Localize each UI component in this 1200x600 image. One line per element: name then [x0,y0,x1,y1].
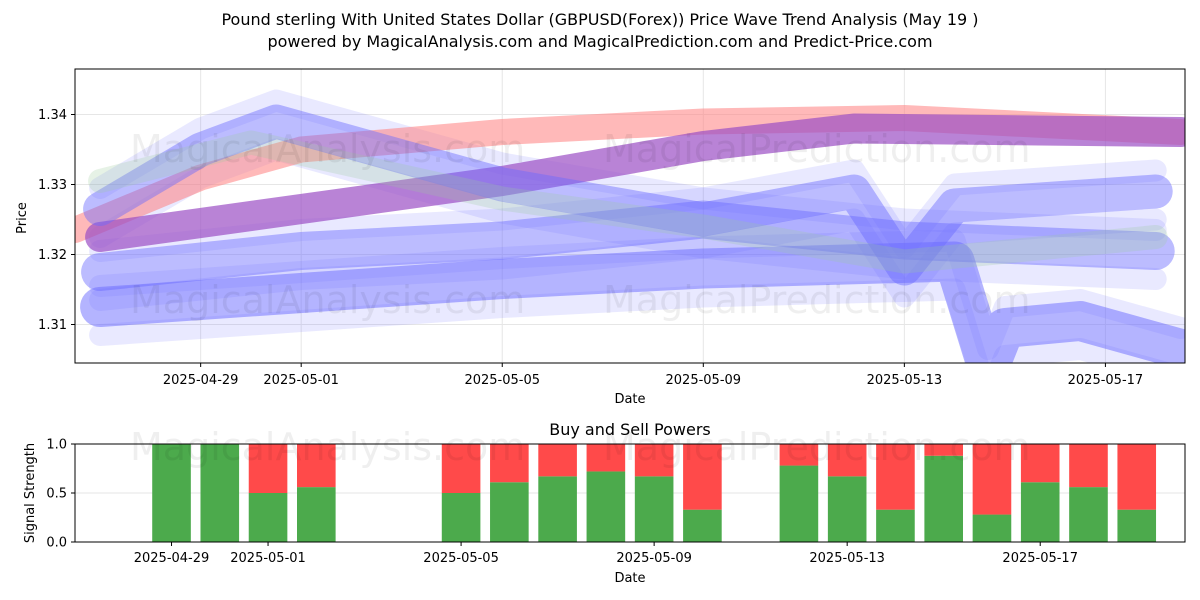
sell-bar [490,444,529,483]
price-wave-purple [85,113,1185,252]
sell-bar [827,444,867,477]
sell-bar [1069,444,1108,488]
sell-bar [683,444,722,510]
sell-bar [297,444,336,488]
buy-bar [297,487,336,542]
signal-title: Buy and Sell Powers [549,420,711,439]
signal-y-ticks: 0.0 0.5 1.0 [46,438,75,551]
buy-bar [441,493,481,542]
sell-bar [1117,444,1157,510]
price-y-tick-label: 1.34 [38,108,67,123]
buy-bar [634,476,674,542]
price-x-tick-label: 2025-05-01 [263,373,339,388]
price-wave-echo [89,229,1185,360]
price-watermarks: MagicalAnalysis.com MagicalPrediction.co… [130,127,1031,322]
buy-bar [152,444,191,542]
sell-bar [972,444,1012,515]
signal-watermarks: MagicalAnalysis.com MagicalPrediction.co… [130,425,1031,469]
buy-bar [538,476,577,542]
signal-y-label: Signal Strength [23,443,38,543]
signal-y-tick-label: 0.0 [46,536,67,551]
buy-bar [200,444,240,542]
watermark-prediction-2: MagicalPrediction.com [603,278,1031,322]
price-y-label: Price [15,202,30,234]
buy-bar [1069,487,1108,542]
price-x-tick-label: 2025-05-09 [666,373,742,388]
chart-title: Pound sterling With United States Dollar… [221,10,978,29]
signal-y-tick-label: 0.5 [46,487,67,502]
price-wave-echo [89,89,1167,259]
sell-bar [634,444,674,477]
signal-x-tick-label: 2025-05-09 [616,551,692,566]
price-axes-frame [74,68,1186,364]
sell-bar [248,444,288,493]
signal-x-tick-label: 2025-05-13 [809,551,885,566]
sell-bar [924,444,963,456]
signal-x-tick-label: 2025-05-17 [1002,551,1078,566]
signal-x-tick-label: 2025-05-05 [423,551,499,566]
price-wave-bands [75,89,1185,363]
buy-bar [490,482,529,542]
signal-panel: Buy and Sell Powers MagicalAnalysis.com … [23,420,1186,586]
price-x-label: Date [614,392,645,407]
chart-subtitle: powered by MagicalAnalysis.com and Magic… [267,32,932,51]
price-bands-clipped [75,89,1185,363]
price-wave-blue [83,104,1173,286]
sell-bar [441,444,481,493]
price-wave-green [88,130,1168,274]
price-y-ticks: 1.31 1.32 1.33 1.34 [38,108,75,333]
price-panel: MagicalAnalysis.com MagicalPrediction.co… [15,68,1186,407]
signal-bars [152,444,1157,542]
watermark-analysis: MagicalAnalysis.com [130,127,525,171]
sell-bar [779,444,819,466]
price-y-tick-label: 1.32 [38,248,67,263]
signal-x-ticks: 2025-04-29 2025-05-01 2025-05-05 2025-05-09… [134,542,1078,566]
price-x-tick-label: 2025-05-17 [1068,373,1144,388]
watermark-prediction-3: MagicalPrediction.com [603,425,1031,469]
buy-bar [876,509,915,542]
buy-bar [972,514,1012,542]
watermark-analysis-3: MagicalAnalysis.com [130,425,525,469]
buy-bar [827,476,867,542]
buy-bar [683,509,722,542]
signal-x-tick-label: 2025-05-01 [230,551,306,566]
buy-bar [1020,482,1060,542]
price-wave-blue [80,241,1185,363]
signal-x-tick-label: 2025-04-29 [134,551,210,566]
signal-y-tick-label: 1.0 [46,438,67,453]
price-x-ticks: 2025-04-29 2025-05-01 2025-05-05 2025-05-09… [163,363,1143,388]
price-wave-echo [89,187,1167,262]
price-y-tick-label: 1.33 [38,178,67,193]
watermark-prediction: MagicalPrediction.com [603,127,1031,171]
watermark-analysis-2: MagicalAnalysis.com [130,278,525,322]
buy-bar [1117,509,1157,542]
buy-bar [924,455,963,542]
buy-bar [248,493,288,542]
price-x-tick-label: 2025-05-13 [867,373,943,388]
sell-bar [1020,444,1060,483]
price-x-tick-label: 2025-04-29 [163,373,239,388]
price-x-tick-label: 2025-05-05 [464,373,540,388]
sell-bar [876,444,915,510]
buy-bar [779,465,819,542]
sell-bar [586,444,626,472]
signal-x-label: Date [614,571,645,586]
sell-bar [538,444,577,477]
buy-bar [586,471,626,542]
price-y-tick-label: 1.31 [38,318,67,333]
